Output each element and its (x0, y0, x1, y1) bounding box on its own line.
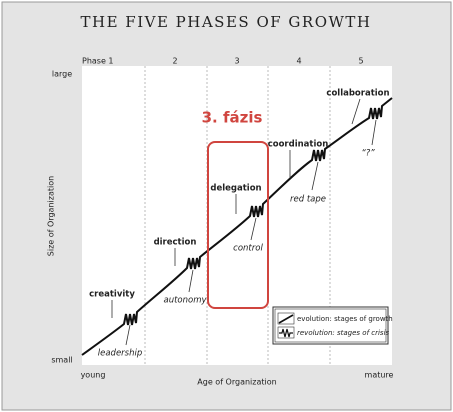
revolution-label: control (233, 244, 263, 254)
revolution-label: leadership (98, 349, 143, 359)
leader-lines (111, 98, 377, 346)
y-top-label: large (52, 70, 72, 79)
title: THE FIVE PHASES OF GROWTH (80, 13, 371, 31)
phase-label: 5 (358, 57, 363, 66)
growth-curve (81, 97, 393, 356)
phase-label: Phase 1 (82, 57, 114, 66)
legend (272, 306, 389, 345)
revolution-label: autonomy (163, 296, 207, 306)
evolution-label: creativity (89, 290, 135, 300)
highlight-box (207, 141, 269, 309)
x-right-label: mature (365, 371, 394, 380)
revolution-label: “?” (361, 149, 375, 159)
y-axis-label: Size of Organization (47, 176, 56, 256)
x-left-label: young (81, 371, 106, 380)
highlight-label: 3. fázis (202, 109, 263, 127)
x-axis-label: Age of Organization (197, 378, 276, 387)
evolution-label: collaboration (326, 89, 389, 99)
legend-icon-box (277, 326, 295, 339)
revolution-label: red tape (290, 195, 326, 205)
legend-evolution-icon (278, 314, 294, 324)
evolution-label: direction (154, 238, 197, 248)
legend-label: revolution: stages of crisis (297, 329, 390, 337)
evolution-label: delegation (210, 184, 261, 194)
legend-revolution-icon (279, 328, 293, 338)
phase-label: 2 (172, 57, 177, 66)
legend-icon-box (277, 312, 295, 325)
phase-label: 3 (234, 57, 239, 66)
evolution-label: coordination (268, 140, 329, 150)
legend-label: evolution: stages of growth (297, 315, 393, 323)
phase-label: 4 (296, 57, 301, 66)
y-bottom-label: small (51, 356, 72, 365)
legend-inner (274, 308, 387, 343)
